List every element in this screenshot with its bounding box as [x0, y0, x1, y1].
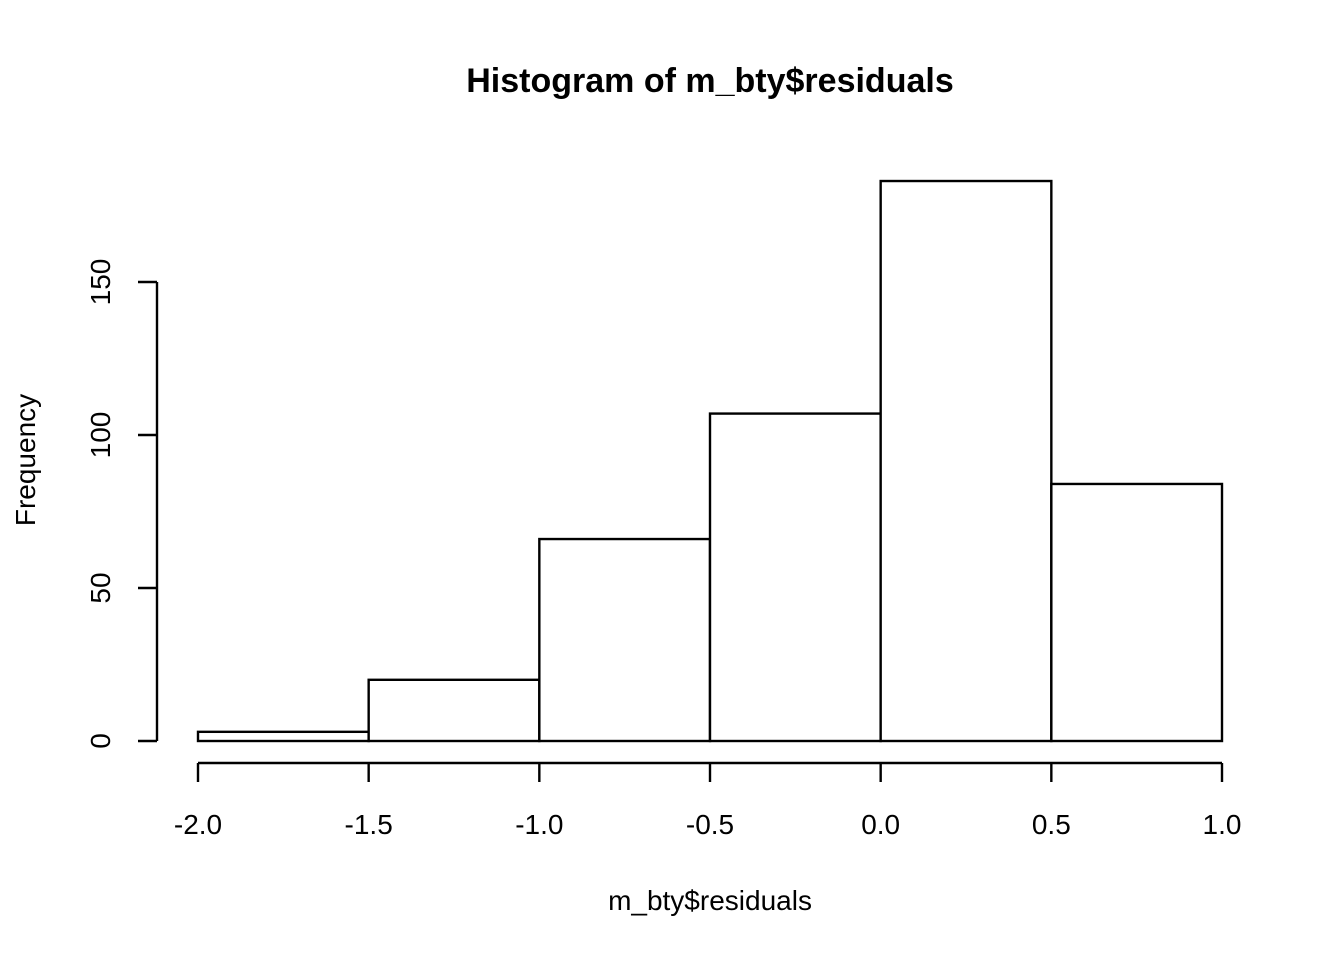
- x-tick-label: -1.0: [515, 809, 563, 840]
- x-axis-label: m_bty$residuals: [608, 885, 812, 916]
- histogram-bars: [196, 179, 1224, 743]
- x-tick-label: -0.5: [686, 809, 734, 840]
- histogram-bar: [538, 537, 712, 743]
- y-axis: 0 50 100 150: [85, 259, 159, 749]
- histogram-bar: [367, 678, 541, 743]
- y-axis-label: Frequency: [10, 394, 41, 526]
- x-tick-label: 0.0: [861, 809, 900, 840]
- y-tick-label: 100: [85, 412, 116, 459]
- histogram-bar: [879, 179, 1053, 743]
- y-tick-label: 150: [85, 259, 116, 306]
- y-tick-label: 50: [85, 572, 116, 603]
- x-tick-label: 1.0: [1203, 809, 1242, 840]
- x-tick-label: 0.5: [1032, 809, 1071, 840]
- chart-title: Histogram of m_bty$residuals: [466, 62, 953, 100]
- x-axis: -2.0 -1.5 -1.0 -0.5 0.0 0.5 1.0: [174, 761, 1242, 840]
- histogram-bar: [196, 730, 370, 743]
- x-tick-label: -1.5: [345, 809, 393, 840]
- y-tick-label: 0: [85, 733, 116, 749]
- histogram-bar: [1050, 482, 1224, 743]
- histogram-bar: [708, 412, 882, 743]
- x-tick-label: -2.0: [174, 809, 222, 840]
